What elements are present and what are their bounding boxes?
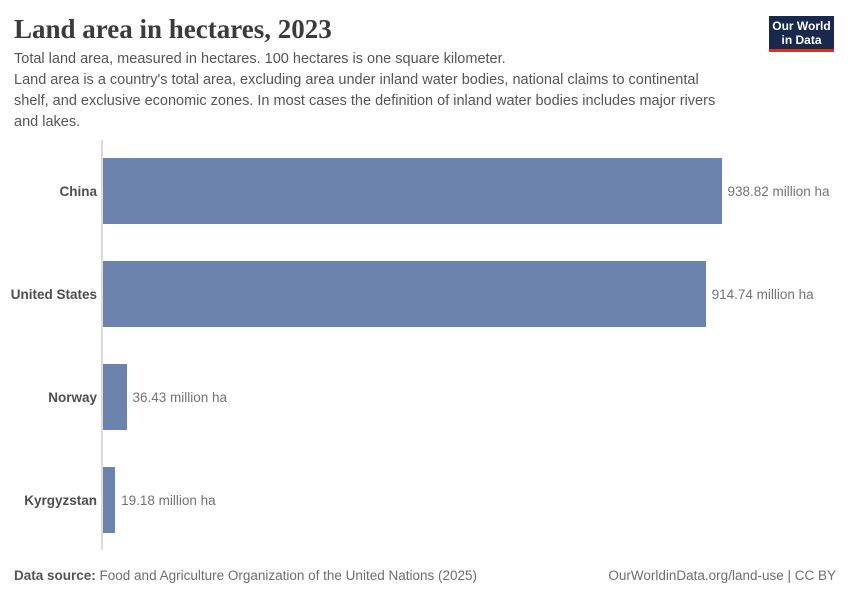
bar[interactable] [102, 467, 116, 533]
bar-value-label: 19.18 million ha [121, 492, 216, 508]
owid-logo-red-bar [769, 49, 834, 52]
bar-row: China 938.82 million ha [0, 158, 830, 224]
owid-logo[interactable]: Our World in Data [769, 16, 834, 52]
bar[interactable] [102, 158, 722, 224]
bar-row: Kyrgyzstan 19.18 million ha [0, 467, 216, 533]
data-source-label: Data source: [14, 568, 96, 583]
owid-logo-line2: in Data [781, 32, 822, 47]
bar-row: United States 914.74 million ha [0, 261, 814, 327]
bar-entity-label: China [59, 183, 97, 199]
plot-area: China 938.82 million ha United States 91… [0, 140, 850, 550]
bar-value-label: 938.82 million ha [727, 183, 830, 199]
bar-value-label: 36.43 million ha [132, 389, 228, 405]
bar-row: Norway 36.43 million ha [0, 364, 227, 430]
bar-entity-label: Norway [48, 389, 97, 405]
data-source-note: Data source: Food and Agriculture Organi… [14, 568, 477, 583]
bar[interactable] [102, 261, 706, 327]
chart-title: Land area in hectares, 2023 [14, 14, 332, 44]
owid-logo-box: Our World in Data [769, 16, 834, 49]
chart-subtitle: Total land area, measured in hectares. 1… [14, 51, 716, 130]
data-source-text: Food and Agriculture Organization of the… [95, 568, 478, 583]
bar-entity-label: Kyrgyzstan [24, 492, 97, 508]
credit-link[interactable]: OurWorldinData.org/land-use | CC BY [608, 568, 836, 583]
owid-logo-line1: Our World [772, 18, 831, 33]
bar-entity-label: United States [10, 286, 97, 302]
bar-value-label: 914.74 million ha [711, 286, 814, 302]
y-axis-line [101, 140, 103, 550]
bar[interactable] [102, 364, 127, 430]
